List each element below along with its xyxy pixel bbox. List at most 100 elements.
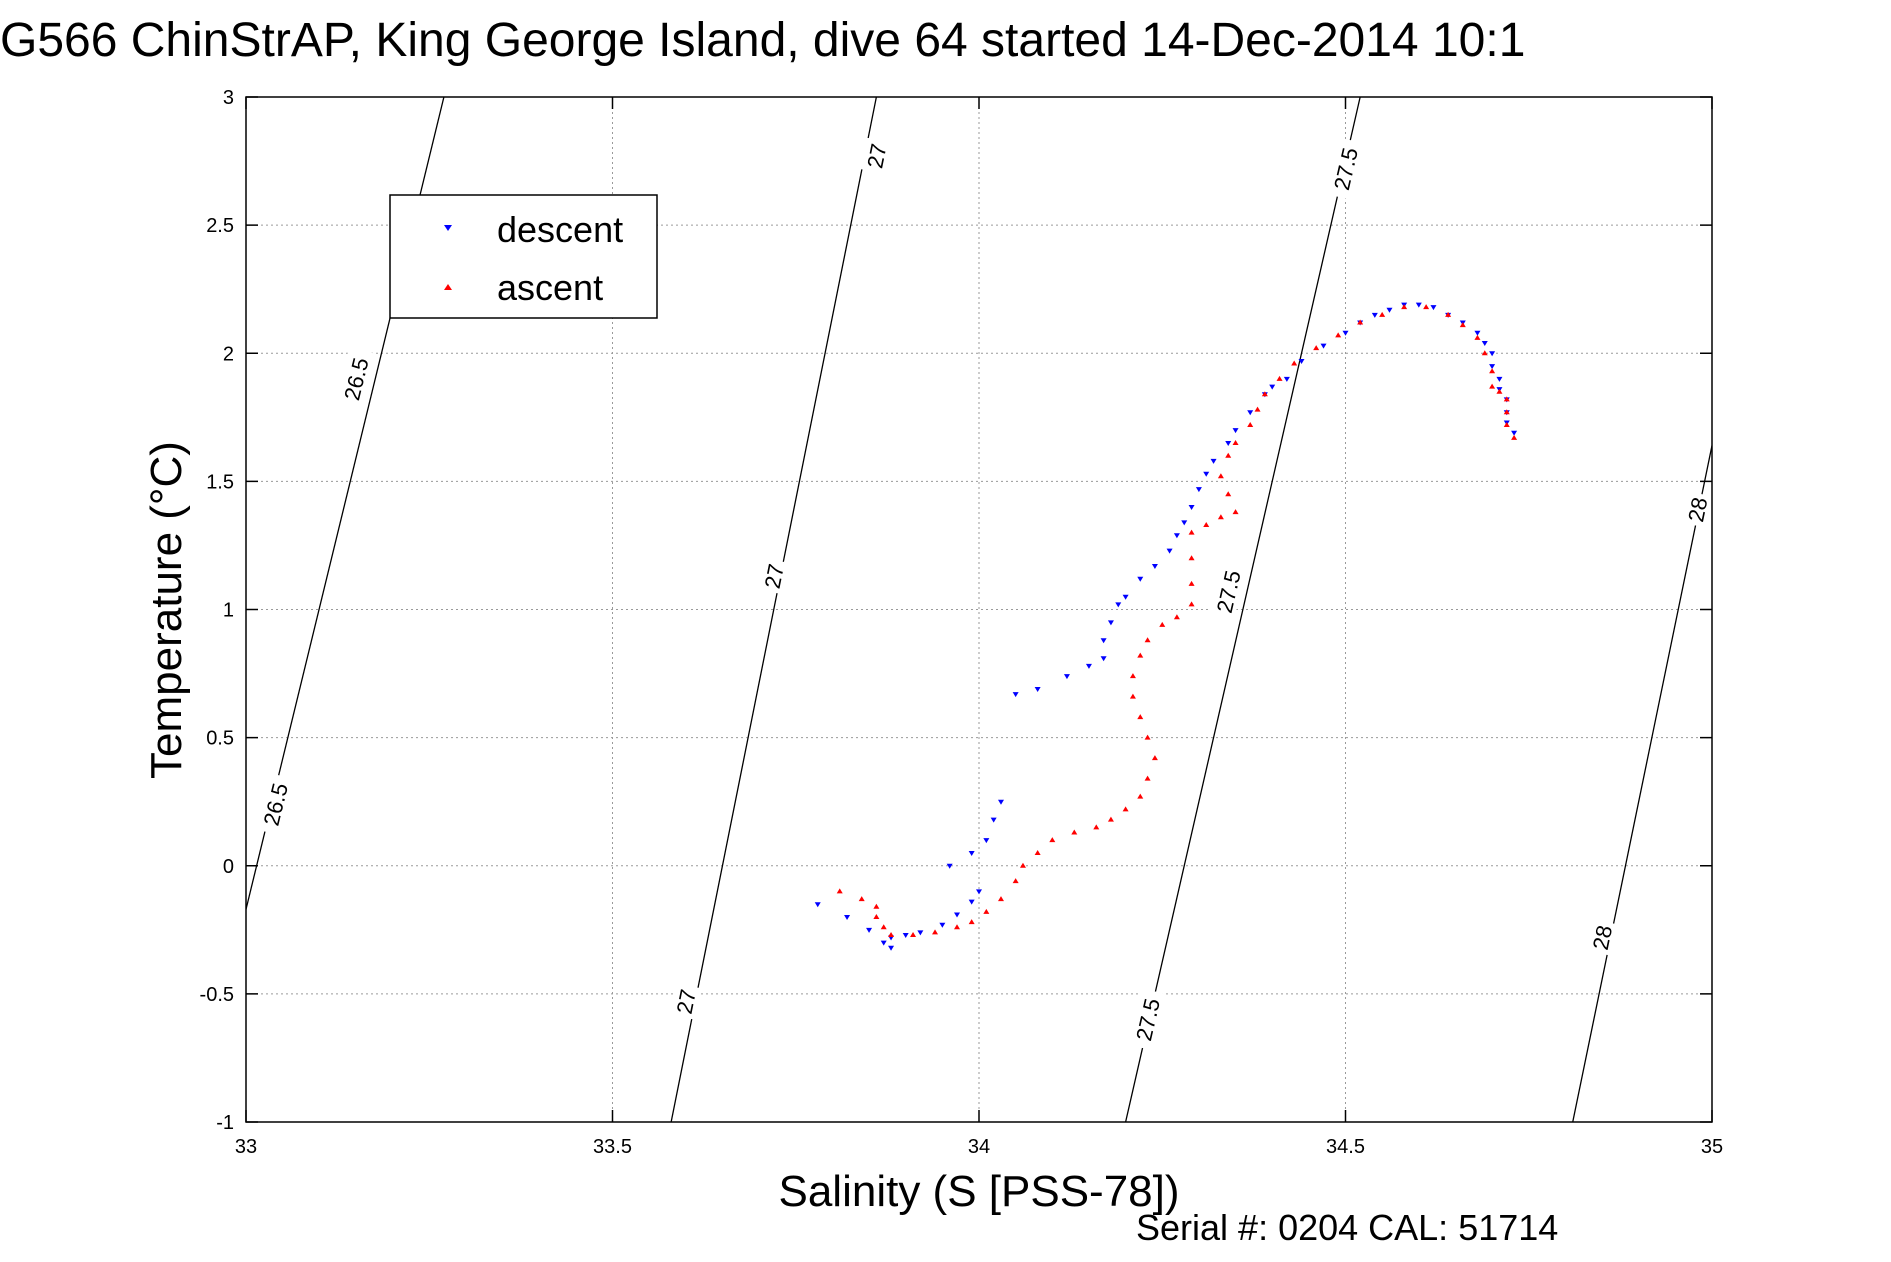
ascent-point — [888, 931, 895, 937]
x-tick-label: 34 — [968, 1136, 990, 1158]
contour-line-28 — [1572, 445, 1712, 1122]
descent-point — [1115, 602, 1122, 608]
descent-point — [1203, 471, 1210, 477]
y-axis-label: Temperature (°C) — [142, 441, 191, 779]
descent-point — [1496, 376, 1503, 382]
ascent-point — [1474, 334, 1481, 340]
ascent-point — [1137, 714, 1144, 720]
contour-label: 27 — [672, 987, 701, 1016]
descent-point — [844, 915, 851, 920]
ascent-point — [1071, 829, 1078, 835]
ascent-series — [836, 304, 1518, 937]
ascent-point — [1503, 422, 1510, 427]
ascent-point — [1232, 509, 1239, 515]
contour-label-background — [1208, 560, 1247, 623]
descent-point — [939, 922, 946, 928]
legend-ascent-label: ascent — [497, 267, 603, 308]
descent-point — [1232, 428, 1239, 434]
x-tick-label: 35 — [1701, 1136, 1723, 1158]
descent-point — [1195, 487, 1202, 493]
y-tick-label: 2.5 — [206, 215, 234, 237]
contour-label: 28 — [1588, 923, 1617, 952]
contour-label-background — [859, 137, 892, 174]
contour-label-background — [668, 983, 701, 1020]
contour-label: 27 — [760, 562, 789, 591]
descent-point — [1063, 674, 1070, 680]
contour-label-background — [1585, 919, 1618, 956]
contour-label-background — [254, 772, 294, 836]
descent-series — [814, 302, 1518, 951]
descent-point — [814, 902, 821, 908]
ascent-point — [1203, 521, 1210, 527]
ascent-point — [1129, 673, 1136, 679]
ascent-point — [910, 931, 917, 937]
descent-point — [866, 927, 873, 933]
descent-point — [1489, 364, 1496, 370]
ascent-point — [1291, 360, 1298, 366]
chart-title: G566 ChinStrAP, King George Island, dive… — [0, 14, 1525, 67]
ascent-point — [1254, 406, 1261, 412]
ascent-point — [836, 888, 843, 894]
ascent-point — [1481, 350, 1488, 356]
y-tick-label: 1.5 — [206, 471, 234, 493]
ascent-point — [1122, 806, 1129, 812]
descent-point — [1430, 305, 1437, 311]
ascent-point — [1225, 452, 1232, 458]
contour-line-27 — [670, 97, 878, 1122]
ascent-point — [1188, 580, 1195, 586]
x-axis-label: Salinity (S [PSS-78]) — [778, 1167, 1179, 1216]
descent-point — [1371, 312, 1378, 318]
ascent-point — [1137, 652, 1144, 658]
ascent-point — [873, 903, 880, 909]
descent-point — [976, 889, 982, 895]
ascent-point — [1225, 491, 1232, 497]
ascent-point — [983, 908, 990, 914]
descent-point — [946, 863, 953, 869]
descent-point — [1511, 430, 1518, 436]
descent-point — [1100, 638, 1107, 644]
ascent-point — [932, 929, 939, 935]
legend-ascent-marker — [444, 284, 452, 290]
descent-point — [968, 899, 975, 905]
ascent-point — [1129, 693, 1136, 699]
ascent-point — [1217, 473, 1224, 479]
descent-point — [880, 940, 887, 946]
ascent-point — [858, 896, 865, 902]
descent-point — [983, 838, 990, 844]
contour-line-27.5 — [1124, 97, 1361, 1122]
descent-point — [1481, 341, 1488, 346]
descent-point — [1269, 384, 1276, 390]
ascent-point — [1335, 332, 1342, 338]
ascent-point — [1144, 637, 1151, 643]
ascent-point — [1019, 862, 1026, 868]
descent-point — [954, 912, 961, 918]
descent-point — [1210, 458, 1217, 464]
descent-point — [1166, 548, 1173, 554]
ascent-point — [1489, 368, 1496, 374]
ascent-point — [1232, 439, 1239, 445]
legend: descent ascent — [389, 194, 658, 319]
ascent-point — [1503, 396, 1510, 402]
x-tick-label: 34.5 — [1326, 1136, 1365, 1158]
descent-point — [997, 799, 1004, 805]
ascent-point — [1188, 529, 1195, 535]
ascent-point — [1217, 514, 1224, 520]
descent-point — [1034, 686, 1041, 692]
legend-box — [389, 194, 658, 319]
legend-descent-label: descent — [497, 209, 623, 250]
y-tick-label: 3 — [223, 87, 234, 109]
ascent-point — [1276, 375, 1283, 381]
descent-point — [1085, 663, 1092, 669]
ascent-point — [1173, 614, 1180, 620]
x-tick-label: 33.5 — [593, 1136, 632, 1158]
contour-label-background — [1325, 137, 1364, 200]
ascent-point — [1151, 755, 1158, 761]
descent-point — [990, 817, 997, 823]
y-tick-label: 0 — [223, 856, 234, 878]
ascent-point — [1489, 383, 1496, 389]
ascent-point — [1261, 391, 1268, 397]
descent-point — [888, 945, 895, 951]
